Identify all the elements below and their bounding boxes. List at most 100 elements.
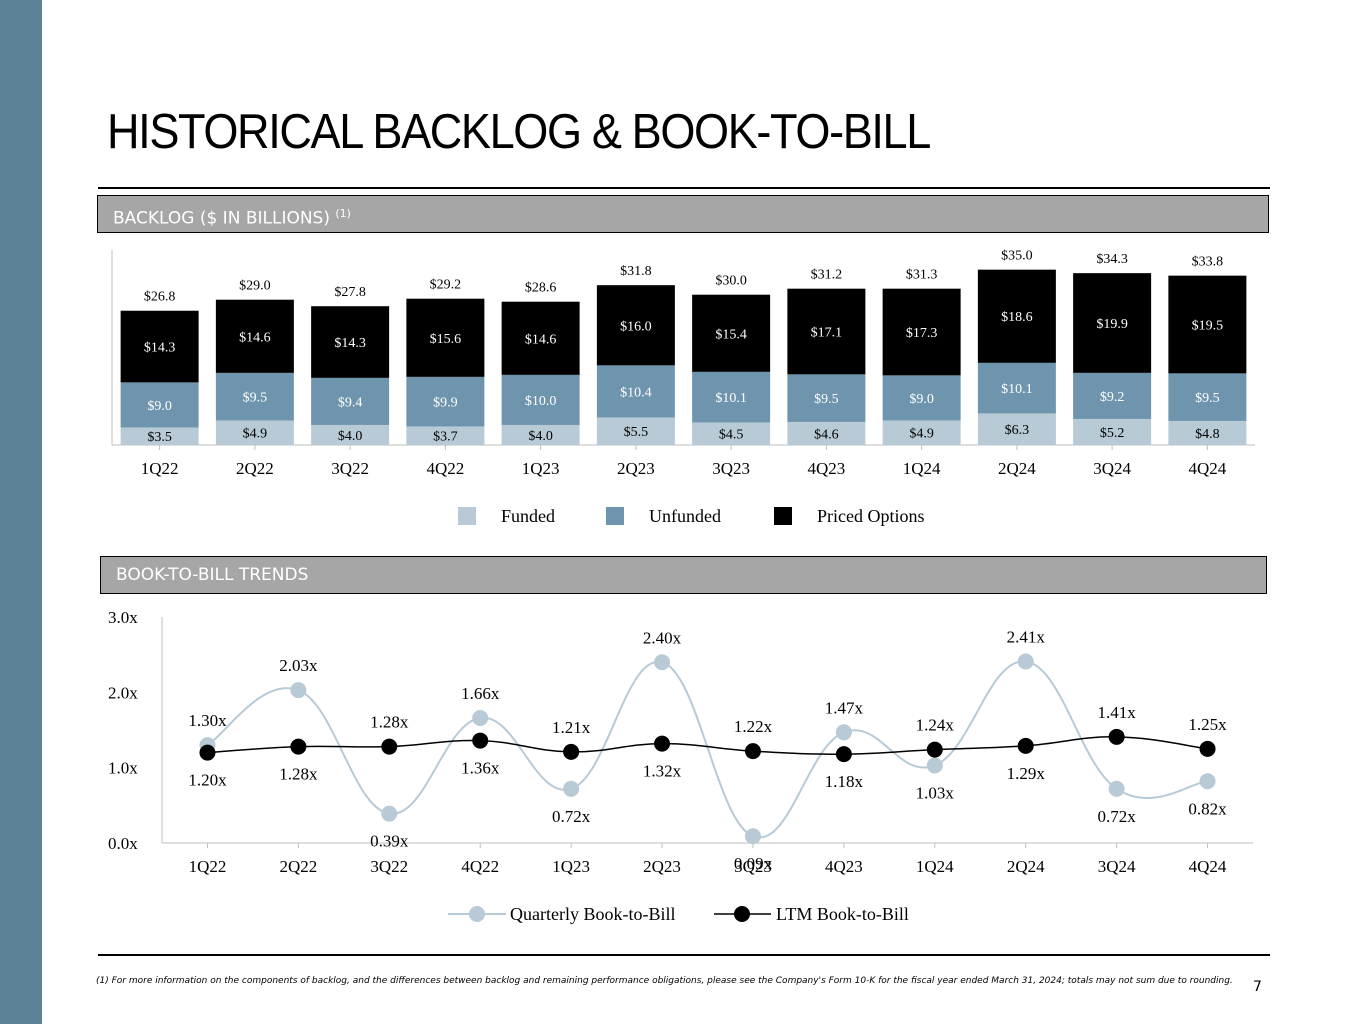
quarterly-point-4Q22 (472, 710, 489, 727)
bar-label-funded-1Q23: $4.0 (528, 429, 553, 444)
ltm-point-1Q22 (199, 744, 216, 761)
btb-x-tick-1Q23: 1Q23 (552, 857, 590, 876)
bar-total-2Q23: $31.8 (620, 264, 652, 279)
bar-funded-2Q22 (215, 420, 294, 445)
bar-label-unfunded-1Q23: $10.0 (525, 394, 557, 409)
quarterly-label-3Q22: 0.39x (370, 832, 409, 851)
bar-priced-options-2Q22 (215, 299, 294, 373)
btb-x-tick-4Q23: 4Q23 (825, 857, 863, 876)
bar-funded-2Q23 (596, 417, 675, 445)
backlog-footnote-marker: (1) (335, 207, 351, 220)
bar-unfunded-3Q23 (692, 371, 771, 423)
ltm-label-3Q24: 1.41x (1098, 703, 1137, 722)
bar-priced-options-2Q24 (977, 269, 1056, 363)
quarterly-label-1Q24: 1.03x (916, 783, 955, 802)
ltm-label-3Q22: 1.28x (370, 713, 409, 732)
bar-label-priced-options-1Q23: $14.6 (525, 332, 557, 347)
bar-unfunded-1Q23 (501, 374, 580, 425)
btb-y-tick-3: 3.0x (108, 608, 138, 627)
bar-funded-3Q23 (692, 422, 771, 445)
bar-priced-options-2Q23 (596, 285, 675, 366)
bar-funded-3Q24 (1073, 418, 1152, 445)
ltm-point-2Q22 (290, 738, 307, 755)
bar-label-unfunded-3Q22: $9.4 (338, 395, 363, 410)
book-to-bill-chart: 0.0x 1.0x 2.0x 3.0x 1Q22 2Q22 3Q22 4Q22 1Q23 2Q23… (108, 608, 1253, 924)
bar-total-4Q24: $33.8 (1192, 255, 1224, 270)
bar-label-funded-3Q24: $5.2 (1100, 426, 1125, 441)
ltm-point-2Q24 (1017, 737, 1034, 754)
bar-total-4Q22: $29.2 (430, 278, 462, 293)
bar-unfunded-4Q23 (787, 374, 866, 422)
bar-funded-4Q23 (787, 421, 866, 445)
bar-unfunded-1Q24 (882, 375, 961, 421)
backlog-x-tick-4Q23: 4Q23 (807, 459, 845, 478)
backlog-section-header: BACKLOG ($ IN BILLIONS) (1) (97, 195, 1269, 233)
quarterly-label-2Q22: 2.03x (279, 656, 318, 675)
bar-priced-options-3Q24 (1073, 273, 1152, 373)
btb-x-tick-2Q24: 2Q24 (1007, 857, 1045, 876)
legend-label-ltm: LTM Book-to-Bill (776, 904, 909, 924)
bar-funded-1Q22 (120, 427, 199, 445)
bar-priced-options-1Q22 (120, 310, 199, 383)
btb-x-tick-1Q22: 1Q22 (189, 857, 227, 876)
backlog-section-label: BACKLOG ($ IN BILLIONS) (113, 208, 330, 229)
ltm-point-3Q24 (1108, 728, 1125, 745)
btb-y-tick-2: 2.0x (108, 683, 138, 702)
title-divider (98, 187, 1270, 189)
bar-total-1Q22: $26.8 (144, 290, 176, 305)
ltm-label-4Q22: 1.36x (461, 759, 500, 778)
bar-total-3Q23: $30.0 (715, 274, 747, 289)
bar-priced-options-4Q24 (1168, 275, 1247, 374)
left-accent-band (0, 0, 42, 1024)
bar-label-funded-2Q22: $4.9 (243, 427, 268, 442)
backlog-x-tick-3Q24: 3Q24 (1093, 459, 1131, 478)
backlog-x-tick-2Q23: 2Q23 (617, 459, 655, 478)
ltm-label-4Q24: 1.25x (1188, 715, 1227, 734)
quarterly-point-3Q22 (381, 805, 398, 822)
bar-unfunded-3Q24 (1073, 372, 1152, 419)
quarterly-label-3Q23: 0.09x (734, 854, 773, 873)
bar-label-funded-3Q22: $4.0 (338, 429, 363, 444)
bar-label-priced-options-4Q24: $19.5 (1192, 319, 1224, 334)
btb-y-tick-1: 1.0x (108, 759, 138, 778)
btb-x-tick-3Q24: 3Q24 (1098, 857, 1136, 876)
ltm-label-1Q24: 1.24x (916, 716, 955, 735)
bar-label-priced-options-3Q23: $15.4 (715, 327, 747, 342)
ltm-point-3Q23 (744, 743, 761, 760)
quarterly-label-2Q23: 2.40x (643, 628, 682, 647)
quarterly-point-1Q24 (926, 757, 943, 774)
btb-x-tick-3Q23: 3Q23 (734, 857, 772, 876)
backlog-x-tick-1Q23: 1Q23 (522, 459, 560, 478)
quarterly-label-4Q22: 1.66x (461, 684, 500, 703)
bar-label-priced-options-3Q22: $14.3 (334, 336, 366, 351)
page-number: 7 (1253, 979, 1262, 995)
backlog-chart: $3.5 $9.0 $14.3 $26.8 1Q22 $4.9 $9.5 $14.6 $29.0… (111, 249, 1255, 526)
bar-label-unfunded-1Q22: $9.0 (147, 399, 172, 414)
btb-x-tick-3Q22: 3Q22 (370, 857, 408, 876)
ltm-label-2Q24: 1.29x (1007, 764, 1046, 783)
bar-priced-options-1Q24 (882, 288, 961, 376)
bar-funded-4Q22 (406, 426, 485, 445)
bar-unfunded-2Q23 (596, 365, 675, 418)
bar-label-unfunded-4Q23: $9.5 (814, 392, 839, 407)
bar-label-unfunded-3Q23: $10.1 (715, 391, 747, 406)
bar-label-funded-3Q23: $4.5 (719, 428, 744, 443)
bar-label-priced-options-2Q22: $14.6 (239, 330, 271, 345)
backlog-x-tick-2Q22: 2Q22 (236, 459, 274, 478)
btb-x-tick-4Q22: 4Q22 (461, 857, 499, 876)
quarterly-point-2Q22 (290, 682, 307, 699)
bar-priced-options-4Q22 (406, 298, 485, 377)
bar-label-unfunded-2Q22: $9.5 (243, 391, 268, 406)
btb-section-header: BOOK-TO-BILL TRENDS (100, 556, 1267, 594)
legend-label-funded: Funded (501, 506, 555, 526)
bar-funded-2Q24 (977, 413, 1056, 445)
bar-label-priced-options-2Q23: $16.0 (620, 319, 652, 334)
bar-total-3Q24: $34.3 (1096, 252, 1128, 267)
ltm-label-2Q23: 1.32x (643, 762, 682, 781)
bar-total-1Q23: $28.6 (525, 281, 557, 296)
bar-priced-options-3Q22 (311, 306, 390, 378)
bar-label-funded-4Q22: $3.7 (433, 430, 458, 445)
legend-marker-ltm (734, 906, 750, 922)
bar-label-funded-1Q22: $3.5 (147, 430, 172, 445)
